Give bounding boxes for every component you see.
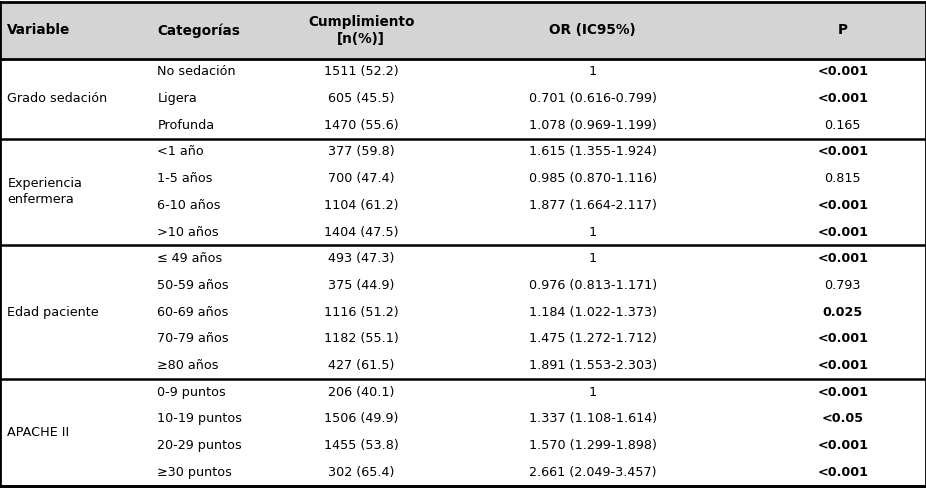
Text: 10-19 puntos: 10-19 puntos [157,412,243,426]
Text: 1182 (55.1): 1182 (55.1) [324,332,398,346]
Text: P: P [838,23,847,38]
Text: 1404 (47.5): 1404 (47.5) [324,225,398,239]
Text: 302 (65.4): 302 (65.4) [328,466,394,479]
Text: OR (IC95%): OR (IC95%) [549,23,636,38]
Text: 0.815: 0.815 [824,172,861,185]
Text: No sedación: No sedación [157,65,236,79]
Text: <0.001: <0.001 [817,439,869,452]
Text: 1.891 (1.553-2.303): 1.891 (1.553-2.303) [529,359,657,372]
Text: 6-10 años: 6-10 años [157,199,221,212]
Text: <0.001: <0.001 [817,199,869,212]
Text: 0-9 puntos: 0-9 puntos [157,386,226,399]
Text: Categorías: Categorías [157,23,240,38]
Text: ≤ 49 años: ≤ 49 años [157,252,222,265]
Text: Profunda: Profunda [157,119,215,132]
Text: 375 (44.9): 375 (44.9) [328,279,394,292]
Text: APACHE II: APACHE II [7,426,69,439]
Text: <0.05: <0.05 [821,412,864,426]
Text: 1506 (49.9): 1506 (49.9) [324,412,398,426]
Text: Variable: Variable [7,23,70,38]
Text: 0.793: 0.793 [824,279,861,292]
Text: <1 año: <1 año [157,145,204,159]
Text: <0.001: <0.001 [817,145,869,159]
Text: 1-5 años: 1-5 años [157,172,213,185]
Text: 0.985 (0.870-1.116): 0.985 (0.870-1.116) [529,172,657,185]
Text: 1116 (51.2): 1116 (51.2) [324,305,398,319]
Text: Ligera: Ligera [157,92,197,105]
Text: ≥80 años: ≥80 años [157,359,219,372]
Text: 60-69 años: 60-69 años [157,305,229,319]
Text: ≥30 puntos: ≥30 puntos [157,466,232,479]
Text: Edad paciente: Edad paciente [7,305,99,319]
Text: <0.001: <0.001 [817,225,869,239]
Text: 2.661 (2.049-3.457): 2.661 (2.049-3.457) [529,466,657,479]
Text: 1455 (53.8): 1455 (53.8) [324,439,398,452]
Text: <0.001: <0.001 [817,359,869,372]
Text: 1.877 (1.664-2.117): 1.877 (1.664-2.117) [529,199,657,212]
Text: 0.165: 0.165 [824,119,861,132]
Text: 605 (45.5): 605 (45.5) [328,92,394,105]
Text: >10 años: >10 años [157,225,219,239]
Bar [0,2,926,59]
Text: 1104 (61.2): 1104 (61.2) [324,199,398,212]
Text: 1.337 (1.108-1.614): 1.337 (1.108-1.614) [529,412,657,426]
Text: 50-59 años: 50-59 años [157,279,229,292]
Text: 0.025: 0.025 [822,305,863,319]
Text: 0.701 (0.616-0.799): 0.701 (0.616-0.799) [529,92,657,105]
Text: Cumplimiento
[n(%)]: Cumplimiento [n(%)] [307,15,415,46]
Text: 1.078 (0.969-1.199): 1.078 (0.969-1.199) [529,119,657,132]
Text: 1: 1 [589,225,596,239]
Text: 1: 1 [589,65,596,79]
Text: Grado sedación: Grado sedación [7,92,107,105]
Text: 1: 1 [589,252,596,265]
Text: 206 (40.1): 206 (40.1) [328,386,394,399]
Text: 427 (61.5): 427 (61.5) [328,359,394,372]
Text: <0.001: <0.001 [817,332,869,346]
Text: 20-29 puntos: 20-29 puntos [157,439,243,452]
Text: <0.001: <0.001 [817,466,869,479]
Text: <0.001: <0.001 [817,65,869,79]
Text: 70-79 años: 70-79 años [157,332,229,346]
Text: 1.570 (1.299-1.898): 1.570 (1.299-1.898) [529,439,657,452]
Text: 1.475 (1.272-1.712): 1.475 (1.272-1.712) [529,332,657,346]
Text: <0.001: <0.001 [817,252,869,265]
Text: Experiencia
enfermera: Experiencia enfermera [7,178,82,206]
Text: 1511 (52.2): 1511 (52.2) [324,65,398,79]
Text: 1: 1 [589,386,596,399]
Text: 493 (47.3): 493 (47.3) [328,252,394,265]
Text: <0.001: <0.001 [817,92,869,105]
Text: 1470 (55.6): 1470 (55.6) [324,119,398,132]
Text: 700 (47.4): 700 (47.4) [328,172,394,185]
Text: <0.001: <0.001 [817,386,869,399]
Text: 1.184 (1.022-1.373): 1.184 (1.022-1.373) [529,305,657,319]
Text: 0.976 (0.813-1.171): 0.976 (0.813-1.171) [529,279,657,292]
Text: 377 (59.8): 377 (59.8) [328,145,394,159]
Text: 1.615 (1.355-1.924): 1.615 (1.355-1.924) [529,145,657,159]
